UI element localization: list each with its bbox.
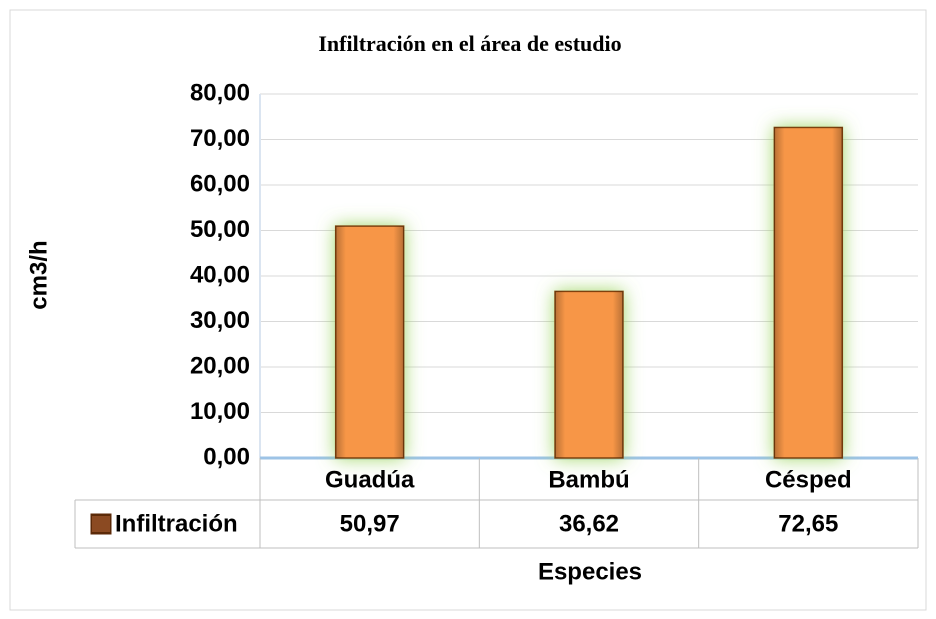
x-tick-label: Césped	[765, 466, 852, 493]
legend-key-fill	[92, 516, 110, 532]
bar-shade	[774, 127, 843, 458]
chart-border	[9, 9, 927, 611]
legend-label: Infiltración	[115, 510, 238, 537]
bar-shade	[555, 291, 623, 458]
y-tick-label: 80,00	[190, 79, 250, 106]
y-tick-label: 10,00	[190, 398, 250, 425]
y-tick-label: 40,00	[190, 261, 250, 288]
chart-title: Infiltración en el área de estudio	[318, 31, 621, 56]
y-tick-label: 60,00	[190, 170, 250, 197]
x-axis-title: Especies	[538, 558, 642, 585]
x-tick-label: Bambú	[548, 466, 629, 493]
y-axis-title: cm3/h	[25, 240, 52, 309]
y-tick-label: 0,00	[203, 443, 250, 470]
y-tick-label: 30,00	[190, 307, 250, 334]
y-tick-label: 50,00	[190, 216, 250, 243]
bar-shade	[335, 226, 404, 458]
data-table-value: 72,65	[778, 510, 838, 537]
data-table-value: 36,62	[559, 510, 619, 537]
data-table-value: 50,97	[340, 510, 400, 537]
y-tick-label: 70,00	[190, 125, 250, 152]
y-tick-label: 20,00	[190, 352, 250, 379]
x-tick-label: Guadúa	[325, 466, 415, 493]
